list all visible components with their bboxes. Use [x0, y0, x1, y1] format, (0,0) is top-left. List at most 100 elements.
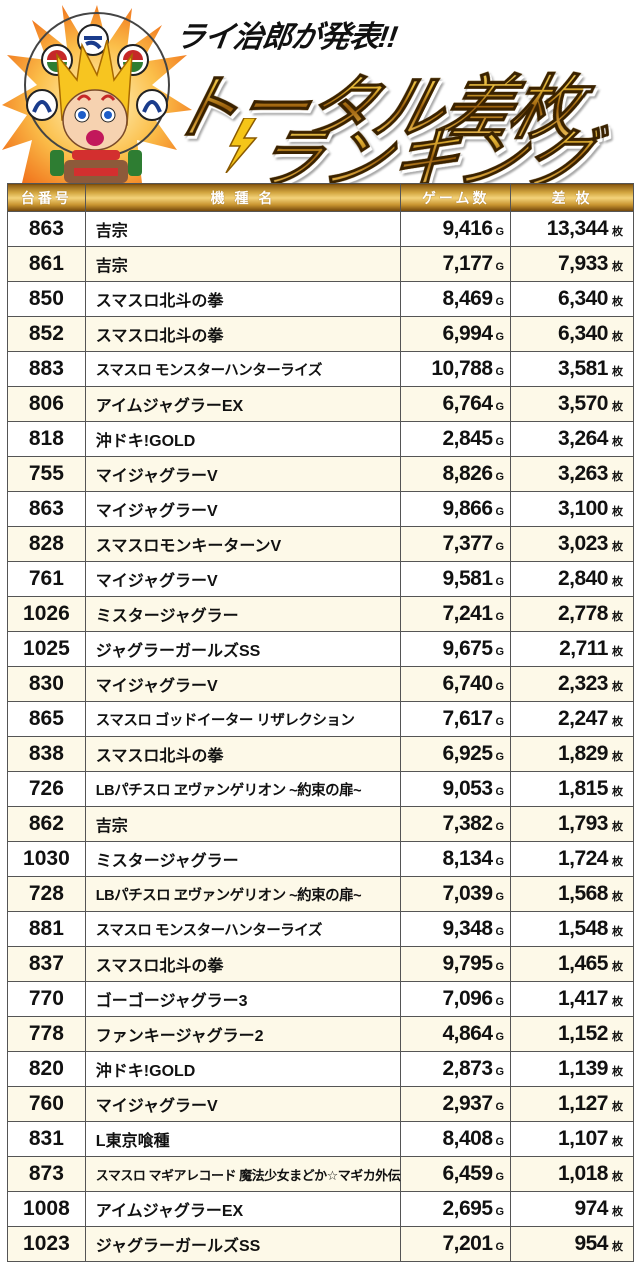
machine-number: 873 — [7, 1156, 86, 1192]
game-count-cell: 7,177 G — [400, 246, 512, 282]
table-row: 838 スマスロ北斗の拳 6,925 G 1,829 枚 — [7, 736, 634, 772]
game-count: 7,201 — [442, 1232, 493, 1255]
machine-number: 761 — [7, 561, 86, 597]
coin-unit: 枚 — [612, 261, 623, 273]
table-row: 1008 アイムジャグラーEX 2,695 G 974 枚 — [7, 1191, 634, 1227]
game-count: 7,377 — [442, 532, 493, 555]
machine-name: LBパチスロ ヱヴァンゲリオン ~約束の扉~ — [84, 771, 402, 807]
game-unit: G — [495, 751, 505, 763]
coin-diff: 1,465 — [557, 952, 609, 975]
table-row: 1026 ミスタージャグラー 7,241 G 2,778 枚 — [7, 596, 634, 632]
game-unit: G — [495, 856, 505, 868]
table-row: 770 ゴーゴージャグラー3 7,096 G 1,417 枚 — [7, 981, 634, 1017]
machine-name: ミスタージャグラー — [84, 841, 402, 877]
game-count-cell: 8,134 G — [400, 841, 512, 877]
machine-number: 726 — [7, 771, 86, 807]
coin-diff: 1,127 — [557, 1092, 609, 1115]
machine-number: 861 — [7, 246, 86, 282]
coin-diff: 13,344 — [546, 217, 609, 240]
header-machine-name: 機 種 名 — [84, 183, 402, 212]
game-count-cell: 8,826 G — [400, 456, 512, 492]
game-unit: G — [495, 261, 505, 273]
machine-name: スマスロモンキーターンV — [84, 526, 402, 562]
table-row: 1025 ジャグラーガールズSS 9,675 G 2,711 枚 — [7, 631, 634, 667]
machine-number: 852 — [7, 316, 86, 352]
game-unit: G — [495, 1171, 505, 1183]
machine-name: スマスロ モンスターハンターライズ — [84, 911, 402, 947]
table-row: 755 マイジャグラーV 8,826 G 3,263 枚 — [7, 456, 634, 492]
game-count: 7,177 — [442, 252, 493, 275]
coin-unit: 枚 — [612, 891, 623, 903]
coin-unit: 枚 — [612, 576, 623, 588]
coin-diff-cell: 1,829 枚 — [510, 736, 634, 772]
machine-name: 吉宗 — [84, 246, 402, 282]
game-count: 2,695 — [442, 1197, 493, 1220]
header-machine-number: 台番号 — [7, 183, 86, 212]
coin-diff-cell: 6,340 枚 — [510, 316, 634, 352]
table-row: 861 吉宗 7,177 G 7,933 枚 — [7, 246, 634, 282]
table-row: 883 スマスロ モンスターハンターライズ 10,788 G 3,581 枚 — [7, 351, 634, 387]
game-unit: G — [495, 926, 505, 938]
game-unit: G — [495, 611, 505, 623]
game-count-cell: 10,788 G — [400, 351, 512, 387]
table-row: 778 ファンキージャグラー2 4,864 G 1,152 枚 — [7, 1016, 634, 1052]
coin-unit: 枚 — [612, 751, 623, 763]
machine-name: スマスロ モンスターハンターライズ — [84, 351, 402, 387]
coin-diff: 6,340 — [557, 287, 609, 310]
table-row: 881 スマスロ モンスターハンターライズ 9,348 G 1,548 枚 — [7, 911, 634, 947]
coin-unit: 枚 — [612, 681, 623, 693]
table-row: 863 マイジャグラーV 9,866 G 3,100 枚 — [7, 491, 634, 527]
coin-diff: 2,778 — [557, 602, 609, 625]
coin-unit: 枚 — [612, 786, 623, 798]
coin-diff: 2,711 — [559, 637, 608, 660]
game-unit: G — [495, 961, 505, 973]
game-count: 2,873 — [442, 1057, 493, 1080]
machine-number: 865 — [7, 701, 86, 737]
game-unit: G — [495, 331, 505, 343]
coin-diff-cell: 3,264 枚 — [510, 421, 634, 457]
game-unit: G — [495, 786, 505, 798]
table-row: 1023 ジャグラーガールズSS 7,201 G 954 枚 — [7, 1226, 634, 1262]
coin-unit: 枚 — [612, 226, 623, 238]
coin-unit: 枚 — [612, 366, 623, 378]
table-row: 863 吉宗 9,416 G 13,344 枚 — [7, 211, 634, 247]
machine-number: 820 — [7, 1051, 86, 1087]
game-count-cell: 2,695 G — [400, 1191, 512, 1227]
machine-name: ジャグラーガールズSS — [84, 631, 402, 667]
coin-unit: 枚 — [612, 716, 623, 728]
game-count-cell: 7,241 G — [400, 596, 512, 632]
coin-diff: 3,023 — [557, 532, 609, 555]
game-unit: G — [495, 471, 505, 483]
machine-number: 1008 — [7, 1191, 86, 1227]
game-unit: G — [495, 436, 505, 448]
table-row: 820 沖ドキ!GOLD 2,873 G 1,139 枚 — [7, 1051, 634, 1087]
table-row: 760 マイジャグラーV 2,937 G 1,127 枚 — [7, 1086, 634, 1122]
coin-diff-cell: 2,778 枚 — [510, 596, 634, 632]
game-unit: G — [495, 646, 505, 658]
machine-number: 778 — [7, 1016, 86, 1052]
machine-name: スマスロ北斗の拳 — [84, 736, 402, 772]
game-count-cell: 7,617 G — [400, 701, 512, 737]
machine-name: ゴーゴージャグラー3 — [84, 981, 402, 1017]
coin-diff-cell: 1,139 枚 — [510, 1051, 634, 1087]
coin-diff: 1,139 — [557, 1057, 609, 1080]
game-count: 7,241 — [442, 602, 493, 625]
coin-unit: 枚 — [612, 1171, 623, 1183]
coin-diff-cell: 1,127 枚 — [510, 1086, 634, 1122]
game-count-cell: 9,348 G — [400, 911, 512, 947]
coin-unit: 枚 — [612, 996, 623, 1008]
machine-number: 837 — [7, 946, 86, 982]
game-count-cell: 7,382 G — [400, 806, 512, 842]
game-count: 7,039 — [442, 882, 493, 905]
table-row: 852 スマスロ北斗の拳 6,994 G 6,340 枚 — [7, 316, 634, 352]
game-count-cell: 9,581 G — [400, 561, 512, 597]
machine-name: ファンキージャグラー2 — [84, 1016, 402, 1052]
machine-name: LBパチスロ ヱヴァンゲリオン ~約束の扉~ — [84, 876, 402, 912]
game-count: 8,408 — [442, 1127, 493, 1150]
coin-diff: 1,724 — [557, 847, 609, 870]
machine-name: 沖ドキ!GOLD — [84, 1051, 402, 1087]
coin-diff-cell: 1,465 枚 — [510, 946, 634, 982]
machine-name: L東京喰種 — [84, 1121, 402, 1157]
game-count-cell: 6,764 G — [400, 386, 512, 422]
coin-diff-cell: 3,570 枚 — [510, 386, 634, 422]
